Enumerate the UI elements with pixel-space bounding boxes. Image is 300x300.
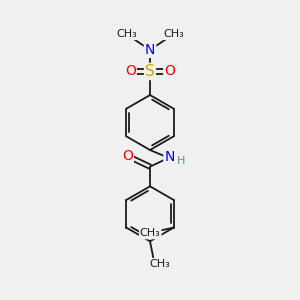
Text: H: H — [177, 156, 186, 166]
Text: O: O — [164, 64, 175, 79]
Text: N: N — [164, 150, 175, 164]
Text: CH₃: CH₃ — [140, 228, 160, 239]
Text: S: S — [145, 64, 155, 79]
Text: CH₃: CH₃ — [116, 29, 137, 39]
Text: O: O — [125, 64, 136, 79]
Text: O: O — [122, 149, 133, 163]
Text: CH₃: CH₃ — [163, 29, 184, 39]
Text: CH₃: CH₃ — [149, 259, 170, 269]
Text: N: N — [145, 43, 155, 57]
